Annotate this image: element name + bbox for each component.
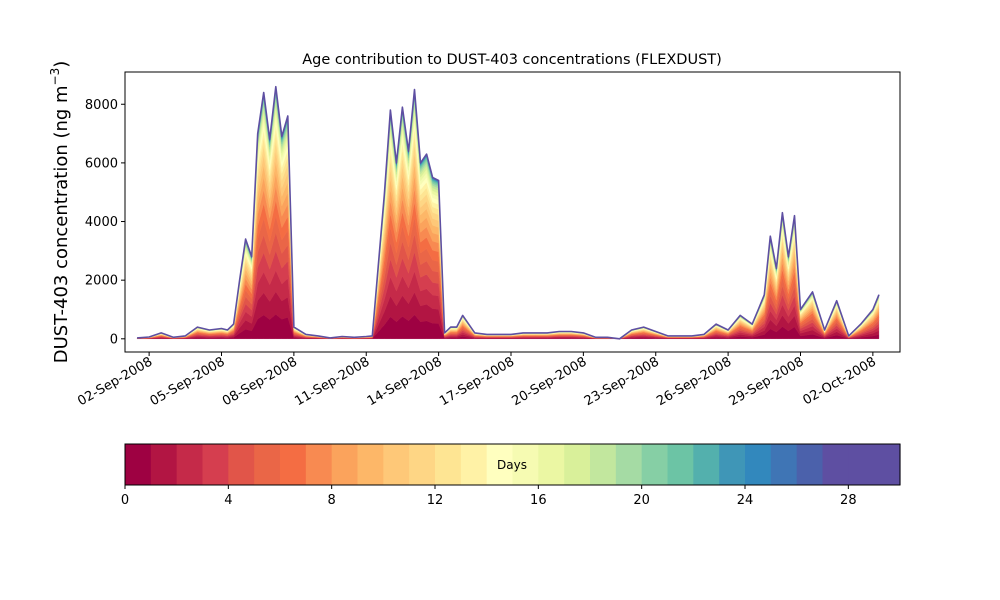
colorbar-tick-label: 4 — [224, 493, 232, 508]
y-tick-label: 6000 — [85, 156, 118, 171]
total-concentration-line — [137, 85, 880, 340]
x-axis-ticks: 02-Sep-200805-Sep-200808-Sep-200811-Sep-… — [75, 352, 879, 409]
plot-frame — [124, 71, 901, 353]
colorbar-segment — [202, 444, 229, 485]
y-tick-label: 0 — [110, 332, 118, 347]
y-axis-label-close: ) — [51, 61, 72, 68]
colorbar-segment — [176, 444, 204, 485]
colorbar-tick-label: 16 — [530, 493, 547, 508]
colorbar-segment — [409, 444, 436, 485]
y-tick-label: 4000 — [85, 215, 118, 230]
x-tick-label: 02-Sep-2008 — [75, 354, 155, 409]
x-tick-label: 17-Sep-2008 — [437, 354, 517, 409]
colorbar-segment — [254, 444, 281, 485]
y-tick-label: 2000 — [85, 274, 118, 289]
colorbar-segment — [693, 444, 720, 485]
y-axis-label: DUST-403 concentration (ng m−3) — [48, 61, 72, 364]
colorbar-segment — [822, 444, 849, 485]
colorbar-segment — [590, 444, 617, 485]
colorbar-segment — [305, 444, 333, 485]
colorbar-segment — [564, 444, 591, 485]
y-axis-ticks: 0 2000 4000 6000 8000 — [85, 98, 125, 347]
colorbar — [124, 443, 901, 486]
stacked-area-layers — [136, 86, 880, 340]
x-tick-label: 26-Sep-2008 — [654, 354, 734, 409]
chart-title: Age contribution to DUST-403 concentrati… — [302, 52, 722, 68]
colorbar-segment — [796, 444, 824, 485]
x-tick-label: 20-Sep-2008 — [510, 354, 590, 409]
colorbar-segment — [641, 444, 669, 485]
colorbar-segment — [460, 444, 488, 485]
y-axis-label-sup: −3 — [48, 68, 62, 86]
colorbar-segment — [770, 444, 798, 485]
colorbar-segment — [435, 444, 462, 485]
y-tick-label: 8000 — [85, 98, 118, 113]
y-axis-label-main: DUST-403 concentration (ng m — [51, 85, 72, 363]
colorbar-segment — [615, 444, 643, 485]
colorbar-segment — [719, 444, 746, 485]
colorbar-segment — [538, 444, 565, 485]
colorbar-segment — [150, 444, 178, 485]
colorbar-segment — [486, 444, 514, 485]
x-tick-label: 02-Oct-2008 — [800, 354, 878, 408]
colorbar-tick-label: 8 — [328, 493, 336, 508]
x-tick-label: 05-Sep-2008 — [148, 354, 228, 409]
colorbar-segment — [228, 444, 255, 485]
colorbar-tick-label: 20 — [633, 493, 650, 508]
colorbar-ticks: 0 4 8 12 16 20 24 28 — [121, 485, 857, 508]
colorbar-segment — [383, 444, 410, 485]
colorbar-segment — [125, 444, 152, 485]
colorbar-segment — [848, 444, 875, 485]
x-tick-label: 23-Sep-2008 — [582, 354, 662, 409]
colorbar-segment — [745, 444, 772, 485]
colorbar-tick-label: 28 — [840, 493, 857, 508]
colorbar-tick-label: 0 — [121, 493, 129, 508]
colorbar-segment — [331, 444, 359, 485]
colorbar-label: Days — [497, 458, 527, 472]
colorbar-frame — [124, 443, 901, 486]
x-tick-label: 11-Sep-2008 — [292, 354, 372, 409]
colorbar-segment — [667, 444, 694, 485]
x-tick-label: 29-Sep-2008 — [727, 354, 807, 409]
colorbar-tick-label: 12 — [427, 493, 444, 508]
svg-text:DUST-403 concentration (ng m−3: DUST-403 concentration (ng m−3) — [48, 61, 72, 364]
colorbar-segment — [512, 444, 539, 485]
x-tick-label: 14-Sep-2008 — [365, 354, 445, 409]
colorbar-segment — [357, 444, 384, 485]
colorbar-segment — [280, 444, 307, 485]
colorbar-tick-label: 24 — [737, 493, 754, 508]
colorbar-segment — [874, 444, 901, 485]
total-line — [137, 85, 880, 340]
x-tick-label: 08-Sep-2008 — [220, 354, 300, 409]
